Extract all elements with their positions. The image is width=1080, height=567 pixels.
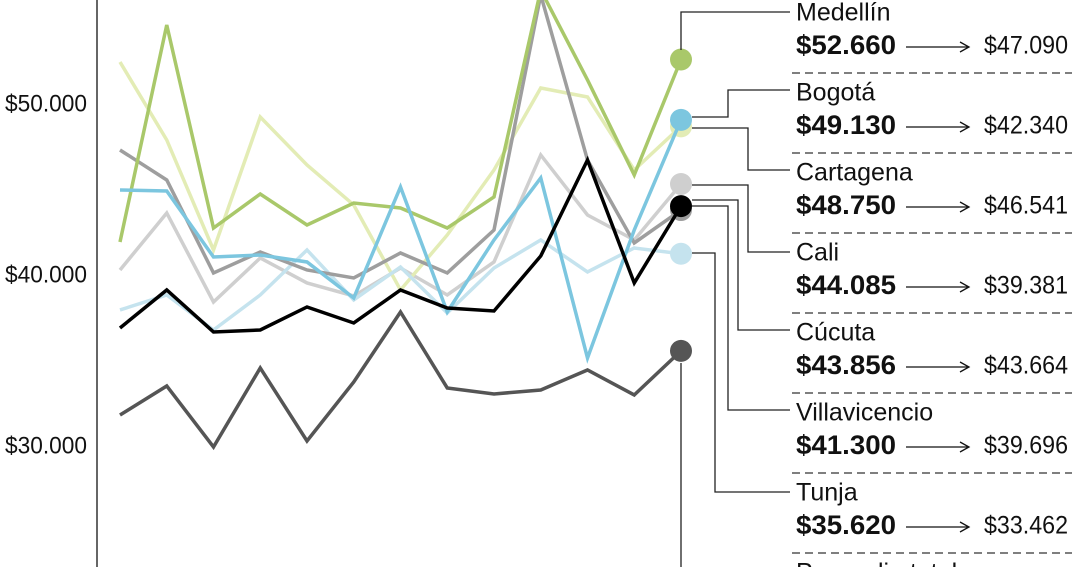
series-line <box>119 308 683 451</box>
arrow-head <box>959 281 971 293</box>
previous-value: $43.664 <box>984 352 1068 380</box>
end-dot <box>670 339 692 362</box>
end-dot <box>670 48 692 71</box>
leader-line <box>692 252 790 493</box>
previous-value: $33.462 <box>984 512 1068 540</box>
leader-line <box>692 127 790 171</box>
end-dot <box>670 172 692 195</box>
series-line <box>119 119 683 364</box>
legend-name: Bogotá <box>796 79 875 107</box>
current-value: $35.620 <box>796 510 896 540</box>
arrow-head <box>959 361 971 373</box>
previous-value: $39.381 <box>984 272 1068 300</box>
arrow-head <box>959 121 971 133</box>
legend-name: Cartagena <box>796 159 913 187</box>
legend-name: Medellín <box>796 0 891 27</box>
end-dot <box>670 242 692 265</box>
callouts: Medellín $52.660 $47.090 Bogotá $49.130 $42.3… <box>792 0 1072 567</box>
leader-line <box>692 205 790 411</box>
legend-name: Tunja <box>796 479 858 507</box>
arrow-head <box>959 441 971 453</box>
previous-value: $42.340 <box>984 112 1068 140</box>
current-value: $44.085 <box>796 270 896 300</box>
y-tick-label: $50.000 <box>5 90 87 117</box>
current-value: $52.660 <box>796 30 896 60</box>
legend-name: Cali <box>796 239 839 267</box>
current-value: $41.300 <box>796 430 896 460</box>
leader-line <box>692 89 790 118</box>
previous-value: $39.696 <box>984 432 1068 460</box>
y-tick-label: $40.000 <box>5 261 87 288</box>
y-tick-label: $30.000 <box>5 432 87 459</box>
current-value: $49.130 <box>796 110 896 140</box>
current-value: $48.750 <box>796 190 896 220</box>
arrow-head <box>959 521 971 533</box>
plot <box>118 0 692 451</box>
current-value: $43.856 <box>796 350 896 380</box>
end-dot <box>670 108 692 131</box>
leader-line <box>692 199 790 331</box>
previous-value: $47.090 <box>984 32 1068 60</box>
legend-name: Promedio total <box>796 559 957 567</box>
previous-value: $46.541 <box>984 192 1068 220</box>
legend-name: Cúcuta <box>796 319 875 347</box>
legend-name: Villavicencio <box>796 399 933 427</box>
series-line <box>118 0 683 243</box>
leaders <box>680 11 790 567</box>
arrow-head <box>959 41 971 53</box>
leader-line <box>680 11 790 50</box>
series-line <box>118 155 683 334</box>
leader-line <box>692 184 790 253</box>
end-dot <box>670 195 692 218</box>
series-line <box>119 0 683 280</box>
arrow-head <box>959 201 971 213</box>
